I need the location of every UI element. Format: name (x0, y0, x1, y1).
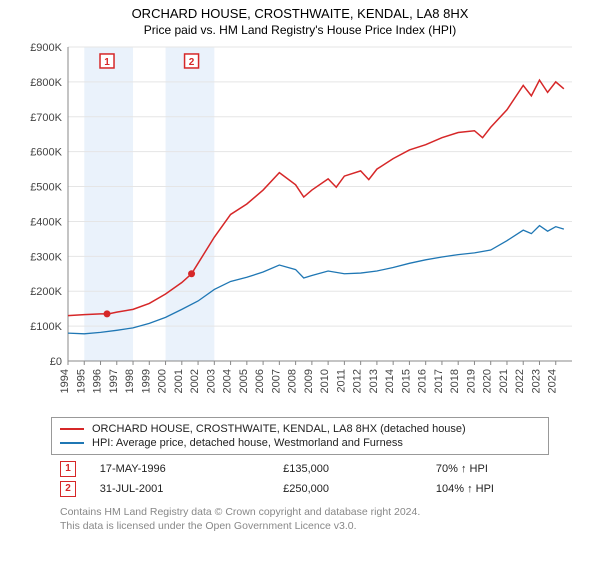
svg-text:2009: 2009 (303, 369, 315, 393)
svg-text:2001: 2001 (173, 369, 185, 393)
svg-text:2018: 2018 (449, 369, 461, 393)
svg-text:1999: 1999 (140, 369, 152, 393)
svg-text:2008: 2008 (287, 369, 299, 393)
svg-text:2010: 2010 (319, 369, 331, 393)
svg-text:2005: 2005 (238, 369, 250, 393)
marker-table: 1 17-MAY-1996£135,00070% ↑ HPI 2 31-JUL-200… (60, 459, 540, 499)
legend-swatch (60, 428, 84, 430)
svg-text:2004: 2004 (222, 369, 234, 393)
svg-text:£500K: £500K (30, 182, 62, 194)
svg-text:2020: 2020 (482, 369, 494, 393)
svg-text:2015: 2015 (400, 369, 412, 393)
svg-text:£200K: £200K (30, 286, 62, 298)
svg-text:2006: 2006 (254, 369, 266, 393)
marker-date: 31-JUL-2001 (100, 479, 283, 499)
svg-text:2024: 2024 (547, 369, 559, 393)
price-chart: £0 £100K £200K £300K £400K £500K £600K £700K £80… (20, 41, 580, 411)
footer-line-1: Contains HM Land Registry data © Crown c… (60, 505, 540, 519)
legend-item: HPI: Average price, detached house, West… (60, 436, 540, 450)
marker-badge: 1 (60, 461, 76, 477)
svg-text:2007: 2007 (270, 369, 282, 393)
svg-text:2003: 2003 (205, 369, 217, 393)
svg-text:£0: £0 (50, 356, 62, 368)
svg-text:1997: 1997 (108, 369, 120, 393)
marker-pct: 104% ↑ HPI (436, 479, 540, 499)
svg-text:2014: 2014 (384, 369, 396, 393)
svg-text:1: 1 (104, 57, 110, 68)
footer-attribution: Contains HM Land Registry data © Crown c… (60, 505, 540, 533)
svg-text:2013: 2013 (368, 369, 380, 393)
svg-text:2019: 2019 (465, 369, 477, 393)
svg-text:1996: 1996 (92, 369, 104, 393)
legend-swatch (60, 442, 84, 444)
legend-item: ORCHARD HOUSE, CROSTHWAITE, KENDAL, LA8 … (60, 422, 540, 436)
svg-text:£800K: £800K (30, 77, 62, 89)
svg-text:1994: 1994 (59, 369, 71, 393)
svg-text:2016: 2016 (417, 369, 429, 393)
svg-text:2021: 2021 (498, 369, 510, 393)
svg-text:£600K: £600K (30, 147, 62, 159)
svg-text:1998: 1998 (124, 369, 136, 393)
marker-pct: 70% ↑ HPI (436, 459, 540, 479)
page-subtitle: Price paid vs. HM Land Registry's House … (0, 23, 600, 37)
svg-text:2022: 2022 (514, 369, 526, 393)
svg-text:2012: 2012 (352, 369, 364, 393)
svg-text:£100K: £100K (30, 321, 62, 333)
legend-label: ORCHARD HOUSE, CROSTHWAITE, KENDAL, LA8 … (92, 423, 466, 435)
marker-date: 17-MAY-1996 (100, 459, 283, 479)
marker-row: 1 17-MAY-1996£135,00070% ↑ HPI (60, 459, 540, 479)
svg-text:£300K: £300K (30, 251, 62, 263)
svg-text:2011: 2011 (335, 369, 347, 393)
marker-price: £135,000 (283, 459, 436, 479)
legend-label: HPI: Average price, detached house, West… (92, 437, 403, 449)
svg-text:£700K: £700K (30, 112, 62, 124)
svg-text:1995: 1995 (75, 369, 87, 393)
page-title: ORCHARD HOUSE, CROSTHWAITE, KENDAL, LA8 … (0, 6, 600, 21)
svg-text:£900K: £900K (30, 42, 62, 54)
marker-row: 2 31-JUL-2001£250,000104% ↑ HPI (60, 479, 540, 499)
svg-text:2002: 2002 (189, 369, 201, 393)
legend: ORCHARD HOUSE, CROSTHWAITE, KENDAL, LA8 … (51, 417, 549, 455)
footer-line-2: This data is licensed under the Open Gov… (60, 519, 540, 533)
svg-text:2000: 2000 (157, 369, 169, 393)
svg-text:2017: 2017 (433, 369, 445, 393)
marker-price: £250,000 (283, 479, 436, 499)
marker-badge: 2 (60, 481, 76, 497)
svg-text:2: 2 (189, 57, 195, 68)
svg-text:£400K: £400K (30, 216, 62, 228)
svg-text:2023: 2023 (530, 369, 542, 393)
